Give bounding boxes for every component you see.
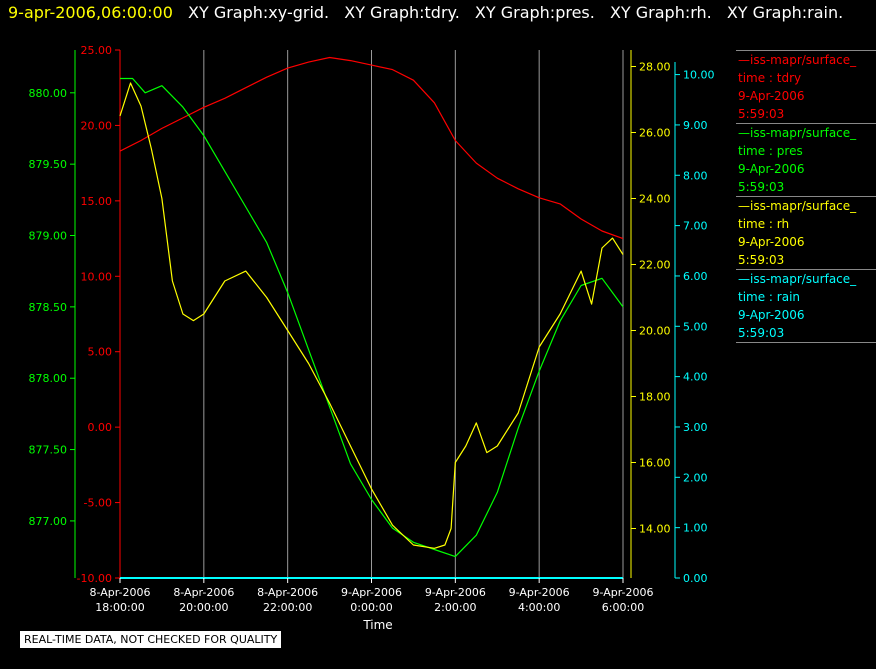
legend-entry-rain: —iss-mapr/surface_ time : rain 9-Apr-200… [736, 269, 876, 343]
series-line-tdry [119, 56, 624, 240]
tdry-tick-label: -10.00 [77, 572, 112, 585]
legend-date: 9-Apr-2006 [738, 89, 805, 103]
series-line-rh [119, 82, 624, 549]
rain-tick-label: 9.00 [683, 119, 708, 132]
legend-time: 5:59:03 [738, 107, 785, 121]
legend-entry-rh: —iss-mapr/surface_ time : rh 9-Apr-2006 … [736, 196, 876, 269]
rh-tick-label: 16.00 [639, 457, 671, 470]
x-tick-date: 9-Apr-2006 [509, 586, 570, 599]
x-tick-date: 9-Apr-2006 [592, 586, 653, 599]
legend-series-label: time : rh [738, 217, 790, 231]
graph-title-xy-grid: XY Graph:xy-grid. [188, 3, 330, 22]
graph-title-pres: XY Graph:pres. [474, 3, 595, 22]
tdry-tick-label: 15.00 [81, 195, 113, 208]
legend-time: 5:59:03 [738, 180, 785, 194]
x-tick-time: 6:00:00 [602, 601, 644, 614]
legend: —iss-mapr/surface_ time : tdry 9-Apr-200… [736, 50, 876, 343]
rain-tick-label: 0.00 [683, 572, 708, 585]
legend-date: 9-Apr-2006 [738, 162, 805, 176]
x-tick-date: 8-Apr-2006 [257, 586, 318, 599]
x-tick-date: 9-Apr-2006 [425, 586, 486, 599]
rain-tick-label: 1.00 [683, 522, 708, 535]
quality-disclaimer: REAL-TIME DATA, NOT CHECKED FOR QUALITY [20, 631, 282, 648]
legend-date: 9-Apr-2006 [738, 235, 805, 249]
x-tick-time: 18:00:00 [95, 601, 144, 614]
x-tick-date: 9-Apr-2006 [341, 586, 402, 599]
x-tick-time: 22:00:00 [263, 601, 312, 614]
x-tick-date: 8-Apr-2006 [89, 586, 150, 599]
pres-tick-label: 878.00 [29, 372, 68, 385]
x-axis-ticks: 8-Apr-2006 18:00:00 8-Apr-2006 20:00:00 8-Ap… [89, 578, 654, 614]
header-timestamp: 9-apr-2006,06:00:00 [8, 3, 173, 22]
x-tick-date: 8-Apr-2006 [173, 586, 234, 599]
legend-series-label: time : tdry [738, 71, 802, 85]
axes: 25.00 20.00 15.00 10.00 5.00 0.00 -5.00 -10.00 8… [29, 44, 715, 585]
rain-tick-label: 4.00 [683, 371, 708, 384]
legend-time: 5:59:03 [738, 253, 785, 267]
rain-tick-label: 8.00 [683, 169, 708, 182]
legend-date: 9-Apr-2006 [738, 308, 805, 322]
series-line-pres [120, 77, 624, 558]
legend-series-label: time : pres [738, 144, 803, 158]
rain-tick-label: 5.00 [683, 320, 708, 333]
x-tick-time: 20:00:00 [179, 601, 228, 614]
tdry-tick-label: 5.00 [88, 346, 113, 359]
tdry-tick-label: 20.00 [81, 119, 113, 132]
tdry-tick-label: -5.00 [84, 497, 112, 510]
rain-tick-label: 6.00 [683, 270, 708, 283]
legend-series-name: —iss-mapr/surface_ [738, 126, 857, 140]
legend-series-name: —iss-mapr/surface_ [738, 53, 857, 67]
legend-series-name: —iss-mapr/surface_ [738, 272, 857, 286]
rh-tick-label: 18.00 [639, 391, 671, 404]
graph-title-tdry: XY Graph:tdry. [344, 3, 460, 22]
pres-tick-label: 880.00 [29, 87, 68, 100]
legend-series-name: —iss-mapr/surface_ [738, 199, 857, 213]
rh-tick-label: 14.00 [639, 523, 671, 536]
pres-tick-label: 879.50 [29, 158, 68, 171]
legend-series-label: time : rain [738, 290, 801, 304]
x-tick-time: 0:00:00 [350, 601, 392, 614]
x-axis-label: Time [362, 618, 392, 632]
legend-entry-tdry: —iss-mapr/surface_ time : tdry 9-Apr-200… [736, 50, 876, 123]
rh-tick-label: 20.00 [639, 325, 671, 338]
pres-tick-label: 878.50 [29, 301, 68, 314]
rh-tick-label: 22.00 [639, 259, 671, 272]
legend-entry-pres: —iss-mapr/surface_ time : pres 9-Apr-200… [736, 123, 876, 196]
graph-header: 9-apr-2006,06:00:00 XY Graph:xy-grid. XY… [8, 3, 843, 22]
graph-title-rain: XY Graph:rain. [726, 3, 844, 22]
tdry-tick-label: 25.00 [81, 44, 113, 57]
tdry-tick-label: 0.00 [88, 421, 113, 434]
tdry-tick-label: 10.00 [81, 270, 113, 283]
rh-tick-label: 28.00 [639, 61, 671, 74]
pres-tick-label: 877.50 [29, 444, 68, 457]
rain-tick-label: 3.00 [683, 421, 708, 434]
rain-tick-label: 7.00 [683, 220, 708, 233]
rh-tick-label: 26.00 [639, 127, 671, 140]
x-tick-time: 2:00:00 [434, 601, 476, 614]
rh-tick-label: 24.00 [639, 193, 671, 206]
x-tick-time: 4:00:00 [518, 601, 560, 614]
graph-title-rh: XY Graph:rh. [609, 3, 712, 22]
rain-tick-label: 10.00 [683, 69, 715, 82]
rain-tick-label: 2.00 [683, 471, 708, 484]
legend-time: 5:59:03 [738, 326, 785, 340]
vertical-grid [119, 50, 624, 578]
pres-tick-label: 879.00 [29, 230, 68, 243]
pres-tick-label: 877.00 [29, 515, 68, 528]
